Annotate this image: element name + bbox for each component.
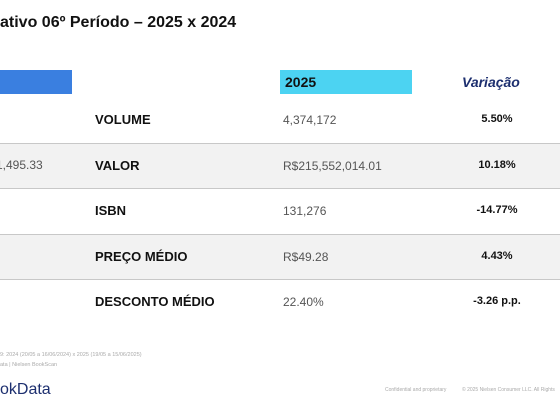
header-bar	[0, 70, 72, 94]
row-separator	[0, 233, 560, 235]
row-label: DESCONTO MÉDIO	[95, 294, 215, 309]
copyright: © 2025 Nielsen Consumer LLC. All Rights	[462, 387, 555, 393]
row-separator	[0, 188, 560, 189]
cell: 22.40%	[283, 295, 324, 309]
table-row	[0, 233, 560, 279]
cell: 4,374,172	[283, 113, 337, 127]
cell: R$49.28	[283, 249, 329, 264]
row-label: VALOR	[95, 157, 140, 173]
confidential: Confidential and proprietary	[385, 387, 447, 393]
cell: 1,495.33	[0, 157, 43, 172]
year-box	[280, 70, 412, 94]
row-label: ISBN	[95, 203, 127, 218]
cell: 5.50%	[481, 113, 513, 125]
title: ativo 06º Período – 2025 x 2024	[0, 14, 237, 31]
footnote: 9: 2024 (20/05 a 16/06/2024) x 2025 (19/…	[0, 352, 142, 358]
cell: 131,276	[283, 204, 327, 218]
cell: -14.77%	[476, 204, 518, 216]
cell: 10.18%	[478, 158, 516, 171]
row-label: VOLUME	[95, 112, 151, 127]
row-label: PREÇO MÉDIO	[95, 248, 188, 264]
table-row	[0, 142, 560, 188]
column-header: Variação	[462, 74, 520, 90]
cell: R$215,552,014.01	[283, 158, 382, 173]
cell: -3.26 p.p.	[473, 295, 521, 307]
column-header: 2025	[285, 74, 317, 90]
row-separator	[0, 142, 560, 144]
footnote: ata | Nielsen BookScan	[0, 362, 58, 368]
logo: okData	[0, 381, 51, 398]
cell: 4.43%	[481, 249, 513, 262]
row-separator	[0, 279, 560, 280]
